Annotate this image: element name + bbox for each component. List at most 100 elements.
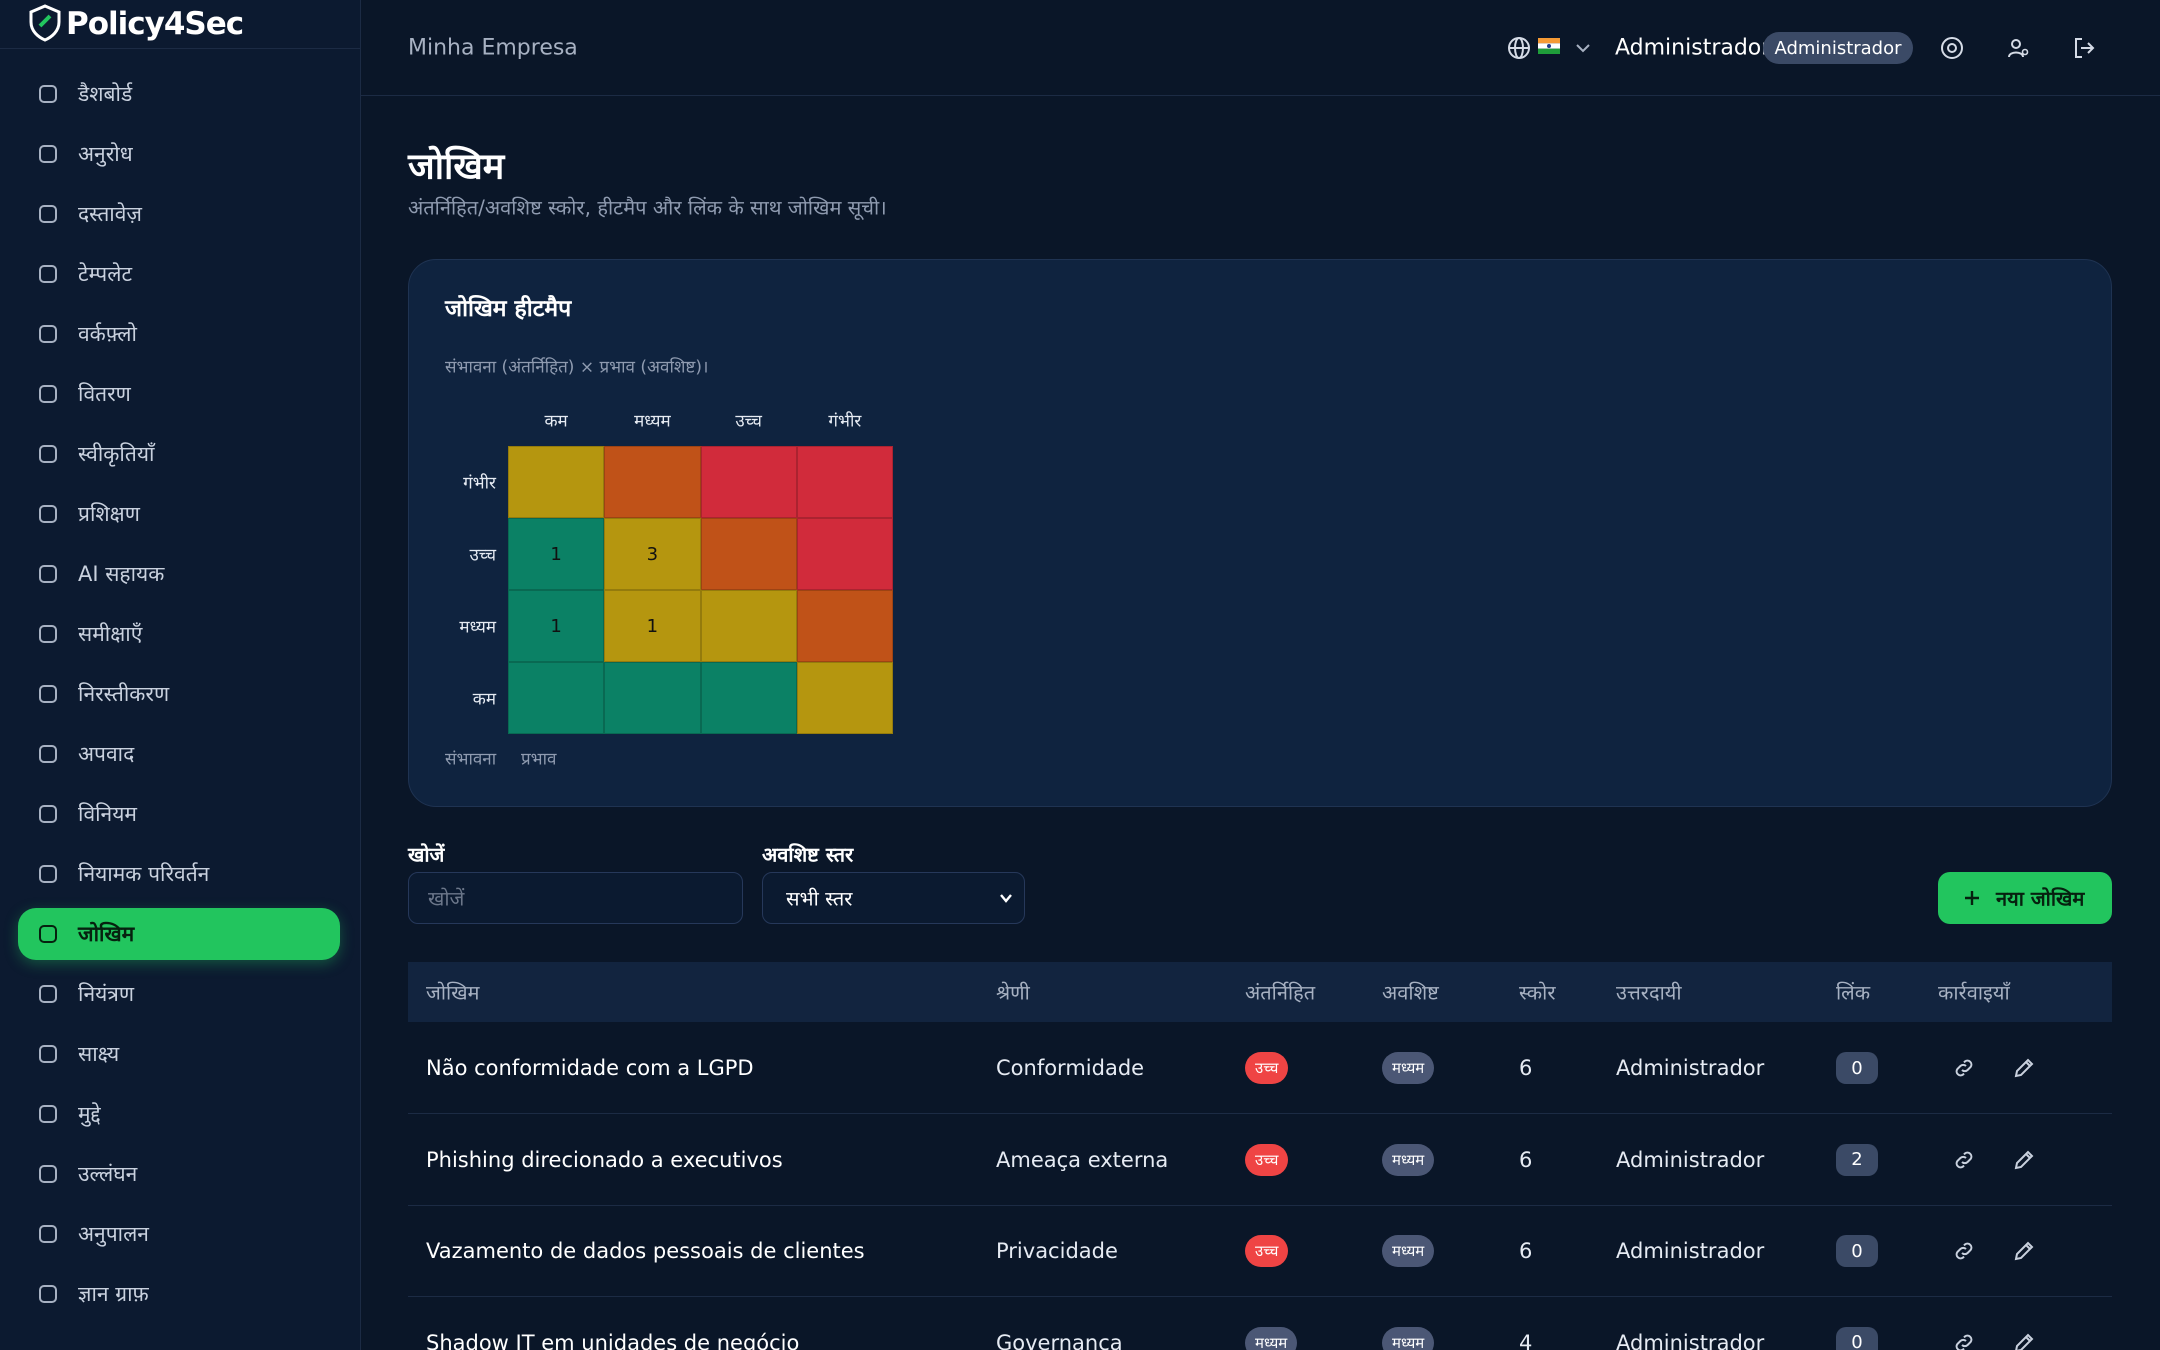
heatmap-title: जोखिम हीटमैप [445,296,572,322]
nav-icon [39,985,57,1003]
nav-icon [39,505,57,523]
table-header [408,962,2112,1022]
heatmap-col-label: मध्यम [634,411,671,432]
nav-item[interactable]: विनियम [78,802,137,826]
heatmap-cell [796,518,893,590]
heatmap-cell: 1 [508,518,605,590]
heatmap-cell [700,590,797,662]
nav-item[interactable]: स्वीकृतियाँ [78,442,155,466]
risk-name[interactable]: Não conformidade com a LGPD [426,1056,754,1080]
nav-item[interactable]: नियामक परिवर्तन [78,862,210,886]
heatmap-cell [604,446,701,518]
inherent-badge: मध्यम [1245,1326,1298,1350]
level-select[interactable] [762,872,1025,924]
residual-badge: मध्यम [1382,1052,1435,1084]
inherent-badge: उच्च [1245,1143,1289,1176]
nav-item[interactable]: ज्ञान ग्राफ़ [78,1282,149,1306]
heatmap-cell [700,662,797,734]
edit-action[interactable] [2012,1056,2036,1080]
nav-item-active[interactable] [18,908,340,960]
risk-category: Ameaça externa [996,1147,1169,1172]
nav-icon [39,565,57,583]
heatmap-row-label: उच्च [469,545,496,566]
chevron-icon[interactable] [1574,40,1592,56]
nav-item[interactable]: अनुपालन [78,1222,149,1246]
link-count: 0 [1836,1326,1878,1350]
nav-icon [39,1105,57,1123]
nav-item[interactable]: उल्लंघन [78,1162,138,1186]
table-col-header: जोखिम [426,980,480,1005]
nav-icon [39,85,57,103]
risk-name[interactable]: Vazamento de dados pessoais de clientes [426,1239,865,1263]
user-name: Administrador [1615,35,1771,61]
search-input[interactable] [408,872,743,924]
table-col-header: अवशिष्ट [1382,980,1439,1005]
nav-item[interactable]: दस्तावेज़ [78,202,142,226]
risk-category: Conformidade [996,1056,1145,1080]
nav-icon [39,805,57,823]
table-col-header: उत्तरदायी [1616,980,1682,1005]
edit-action[interactable] [2012,1148,2036,1172]
heatmap-cell [700,518,797,590]
risk-owner: Administrador [1616,1330,1765,1350]
nav-icon [39,1165,57,1183]
nav-item[interactable]: अपवाद [78,742,135,766]
edit-action[interactable] [2012,1239,2036,1263]
search-placeholder: खोजें [428,886,465,911]
heatmap-cell [508,446,605,518]
heatmap-caption: संभावना (अंतर्निहित) × प्रभाव (अवशिष्ट)। [445,357,709,378]
link-action[interactable] [1952,1239,1976,1263]
nav-item[interactable]: अनुरोध [78,142,133,166]
nav-icon [39,625,57,643]
nav-icon [39,1225,57,1243]
nav-icon [39,145,57,163]
help-icon[interactable] [1940,36,1964,60]
nav-icon [39,685,57,703]
residual-badge: मध्यम [1382,1326,1435,1350]
risk-name[interactable]: Phishing direcionado a executivos [426,1147,783,1172]
row-divider [408,1113,2112,1114]
nav-item[interactable]: निरस्तीकरण [78,682,170,706]
risk-name[interactable]: Shadow IT em unidades de negócio [426,1330,800,1350]
nav-item[interactable]: मुद्दे [78,1102,101,1126]
table-col-header: अंतर्निहित [1245,980,1316,1005]
table-col-header: स्कोर [1519,980,1556,1005]
nav-item[interactable]: AI सहायक [78,562,165,586]
inherent-badge: उच्च [1245,1235,1289,1267]
heatmap-col-label: गंभीर [828,411,862,432]
language-icon[interactable] [1507,36,1531,60]
nav-item[interactable]: समीक्षाएँ [78,622,143,646]
nav-icon [39,445,57,463]
link-action[interactable] [1952,1056,1976,1080]
new-risk-label: नया जोखिम [1996,886,2085,911]
risk-score: 6 [1519,1147,1533,1172]
nav-item[interactable]: साक्ष्य [78,1042,120,1066]
link-action[interactable] [1952,1331,1976,1350]
residual-badge: मध्यम [1382,1143,1435,1176]
nav-icon [39,745,57,763]
row-divider [408,1204,2112,1206]
profile-icon[interactable] [2006,36,2030,60]
page-subtitle: अंतर्निहित/अवशिष्ट स्कोर, हीटमैप और लिंक… [408,195,887,220]
nav-item[interactable]: प्रशिक्षण [78,502,140,526]
nav-item[interactable]: वितरण [78,382,131,406]
nav-item[interactable]: डैशबोर्ड [78,82,133,106]
risk-category: Privacidade [996,1239,1118,1263]
link-action[interactable] [1952,1148,1976,1172]
brand-logo [29,4,61,42]
table-col-header: कार्रवाइयाँ [1938,980,2010,1005]
heatmap-col-label: उच्च [735,411,762,432]
plus-icon [1965,891,1979,905]
company-name[interactable]: Minha Empresa [408,35,578,61]
edit-action[interactable] [2012,1331,2036,1350]
nav-item: जोखिम [78,922,135,946]
heatmap-cell: 1 [604,590,701,662]
nav-item[interactable]: टेम्पलेट [78,262,133,286]
logout-icon[interactable] [2072,36,2096,60]
level-option: सभी स्तर [786,886,853,911]
sidebar [0,0,361,1350]
nav-item[interactable]: वर्कफ़्लो [78,322,137,346]
flag-icon[interactable] [1538,38,1560,54]
risk-category: Governança [996,1330,1123,1350]
nav-item[interactable]: नियंत्रण [78,982,135,1006]
